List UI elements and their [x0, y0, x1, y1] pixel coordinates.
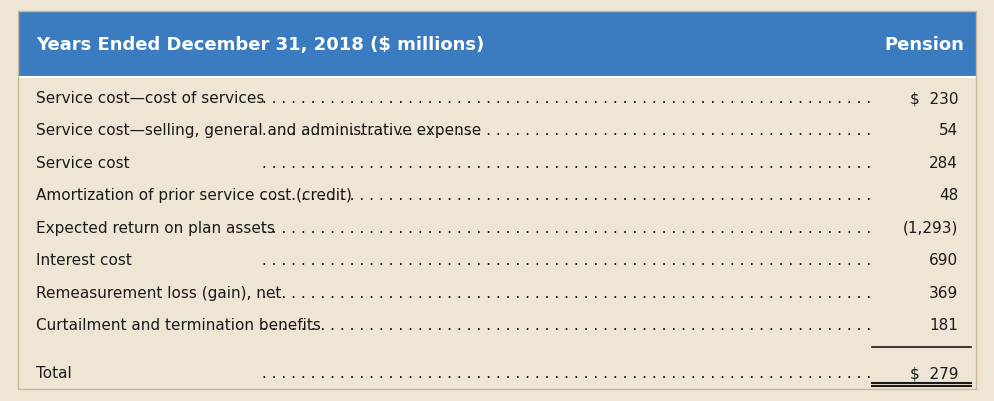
Text: . . . . . . . . . . . . . . . . . . . . . . . . . . . . . . . . . . . . . . . . : . . . . . . . . . . . . . . . . . . . . …	[257, 91, 872, 106]
Text: Service cost—selling, general and administrative expense: Service cost—selling, general and admini…	[36, 123, 481, 138]
Text: . . . . . . . . . . . . . . . . . . . . . . . . . . . . . . . . . . . . . . . . : . . . . . . . . . . . . . . . . . . . . …	[257, 123, 872, 138]
Text: Amortization of prior service cost (credit): Amortization of prior service cost (cred…	[36, 188, 352, 203]
Text: . . . . . . . . . . . . . . . . . . . . . . . . . . . . . . . . . . . . . . . . : . . . . . . . . . . . . . . . . . . . . …	[257, 317, 872, 332]
Text: Curtailment and termination benefits: Curtailment and termination benefits	[36, 317, 321, 332]
Text: Pension: Pension	[885, 36, 964, 54]
Text: (1,293): (1,293)	[903, 220, 958, 235]
Text: . . . . . . . . . . . . . . . . . . . . . . . . . . . . . . . . . . . . . . . . : . . . . . . . . . . . . . . . . . . . . …	[257, 220, 872, 235]
Text: 284: 284	[929, 156, 958, 170]
Text: . . . . . . . . . . . . . . . . . . . . . . . . . . . . . . . . . . . . . . . . : . . . . . . . . . . . . . . . . . . . . …	[257, 188, 872, 203]
Text: . . . . . . . . . . . . . . . . . . . . . . . . . . . . . . . . . . . . . . . . : . . . . . . . . . . . . . . . . . . . . …	[257, 285, 872, 300]
Text: Years Ended December 31, 2018 ($ millions): Years Ended December 31, 2018 ($ million…	[36, 36, 484, 54]
Text: 54: 54	[939, 123, 958, 138]
Text: Interest cost: Interest cost	[36, 253, 131, 267]
Text: 181: 181	[929, 317, 958, 332]
Text: . . . . . . . . . . . . . . . . . . . . . . . . . . . . . . . . . . . . . . . . : . . . . . . . . . . . . . . . . . . . . …	[257, 253, 872, 267]
Text: . . . . . . . . . . . . . . . . . . . . . . . . . . . . . . . . . . . . . . . . : . . . . . . . . . . . . . . . . . . . . …	[257, 156, 872, 170]
Text: Expected return on plan assets: Expected return on plan assets	[36, 220, 274, 235]
Bar	[18, 12, 976, 78]
Text: . . . . . . . . . . . . . . . . . . . . . . . . . . . . . . . . . . . . . . . . : . . . . . . . . . . . . . . . . . . . . …	[257, 365, 872, 380]
Text: Total: Total	[36, 365, 72, 380]
Text: 48: 48	[939, 188, 958, 203]
Text: Remeasurement loss (gain), net: Remeasurement loss (gain), net	[36, 285, 281, 300]
Text: $  279: $ 279	[910, 365, 958, 380]
Text: 369: 369	[929, 285, 958, 300]
Text: Service cost—cost of services: Service cost—cost of services	[36, 91, 264, 106]
Text: Service cost: Service cost	[36, 156, 129, 170]
Text: $  230: $ 230	[910, 91, 958, 106]
Text: 690: 690	[929, 253, 958, 267]
